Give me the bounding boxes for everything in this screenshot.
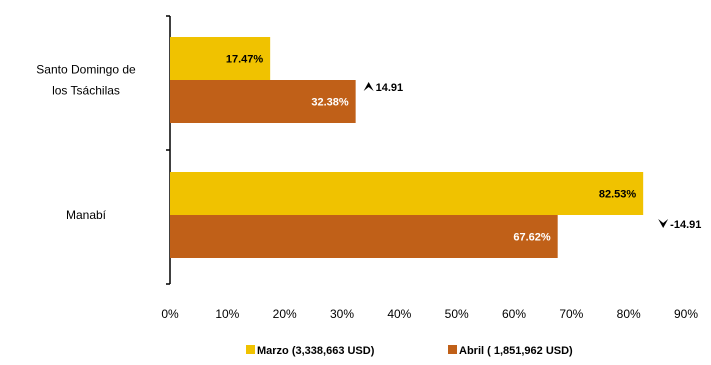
label-layer: 0% 10% 20% 30% 40% 50% 60% 70% 80% 90% Santo Domin… <box>36 54 701 322</box>
legend-swatch <box>246 345 255 354</box>
change-label: 14.91 <box>376 82 404 94</box>
up-arrow-shape <box>363 82 374 91</box>
bar-layer <box>170 37 644 258</box>
legend: Marzo (3,338,663 USD) Abril ( 1,851,962 U… <box>246 345 573 357</box>
x-tick-label: 10% <box>215 307 239 321</box>
change-label: -14.91 <box>670 219 701 231</box>
x-tick-label: 70% <box>559 307 583 321</box>
category-label-line: Manabí <box>66 208 107 222</box>
category-label: Manabí <box>66 208 107 222</box>
up-arrow-icon <box>363 82 374 91</box>
legend-label: Marzo (3,338,663 USD) <box>257 345 375 357</box>
data-label: 82.53% <box>599 189 637 201</box>
x-tick-label: 90% <box>674 307 698 321</box>
category-label-line: los Tsáchilas <box>52 84 120 98</box>
legend-label: Abril ( 1,851,962 USD) <box>459 345 573 357</box>
bar-abril <box>170 80 356 123</box>
category-label-line: Santo Domingo de <box>36 63 136 77</box>
x-tick-label: 20% <box>273 307 297 321</box>
x-tick-label: 30% <box>330 307 354 321</box>
bar-marzo <box>170 172 644 215</box>
x-tick-label: 80% <box>617 307 641 321</box>
x-tick-label: 60% <box>502 307 526 321</box>
data-label: 32.38% <box>311 97 349 109</box>
x-tick-label: 50% <box>445 307 469 321</box>
down-arrow-shape <box>658 219 669 228</box>
x-tick-label: 40% <box>387 307 411 321</box>
legend-swatch <box>448 345 457 354</box>
data-label: 67.62% <box>513 232 551 244</box>
category-label: Santo Domingo de los Tsáchilas <box>36 63 136 98</box>
bar-abril <box>170 215 558 258</box>
x-tick-label: 0% <box>161 307 179 321</box>
axis-layer <box>166 15 171 285</box>
data-label: 17.47% <box>226 54 264 66</box>
bar-marzo <box>170 37 271 80</box>
down-arrow-icon <box>658 219 669 228</box>
